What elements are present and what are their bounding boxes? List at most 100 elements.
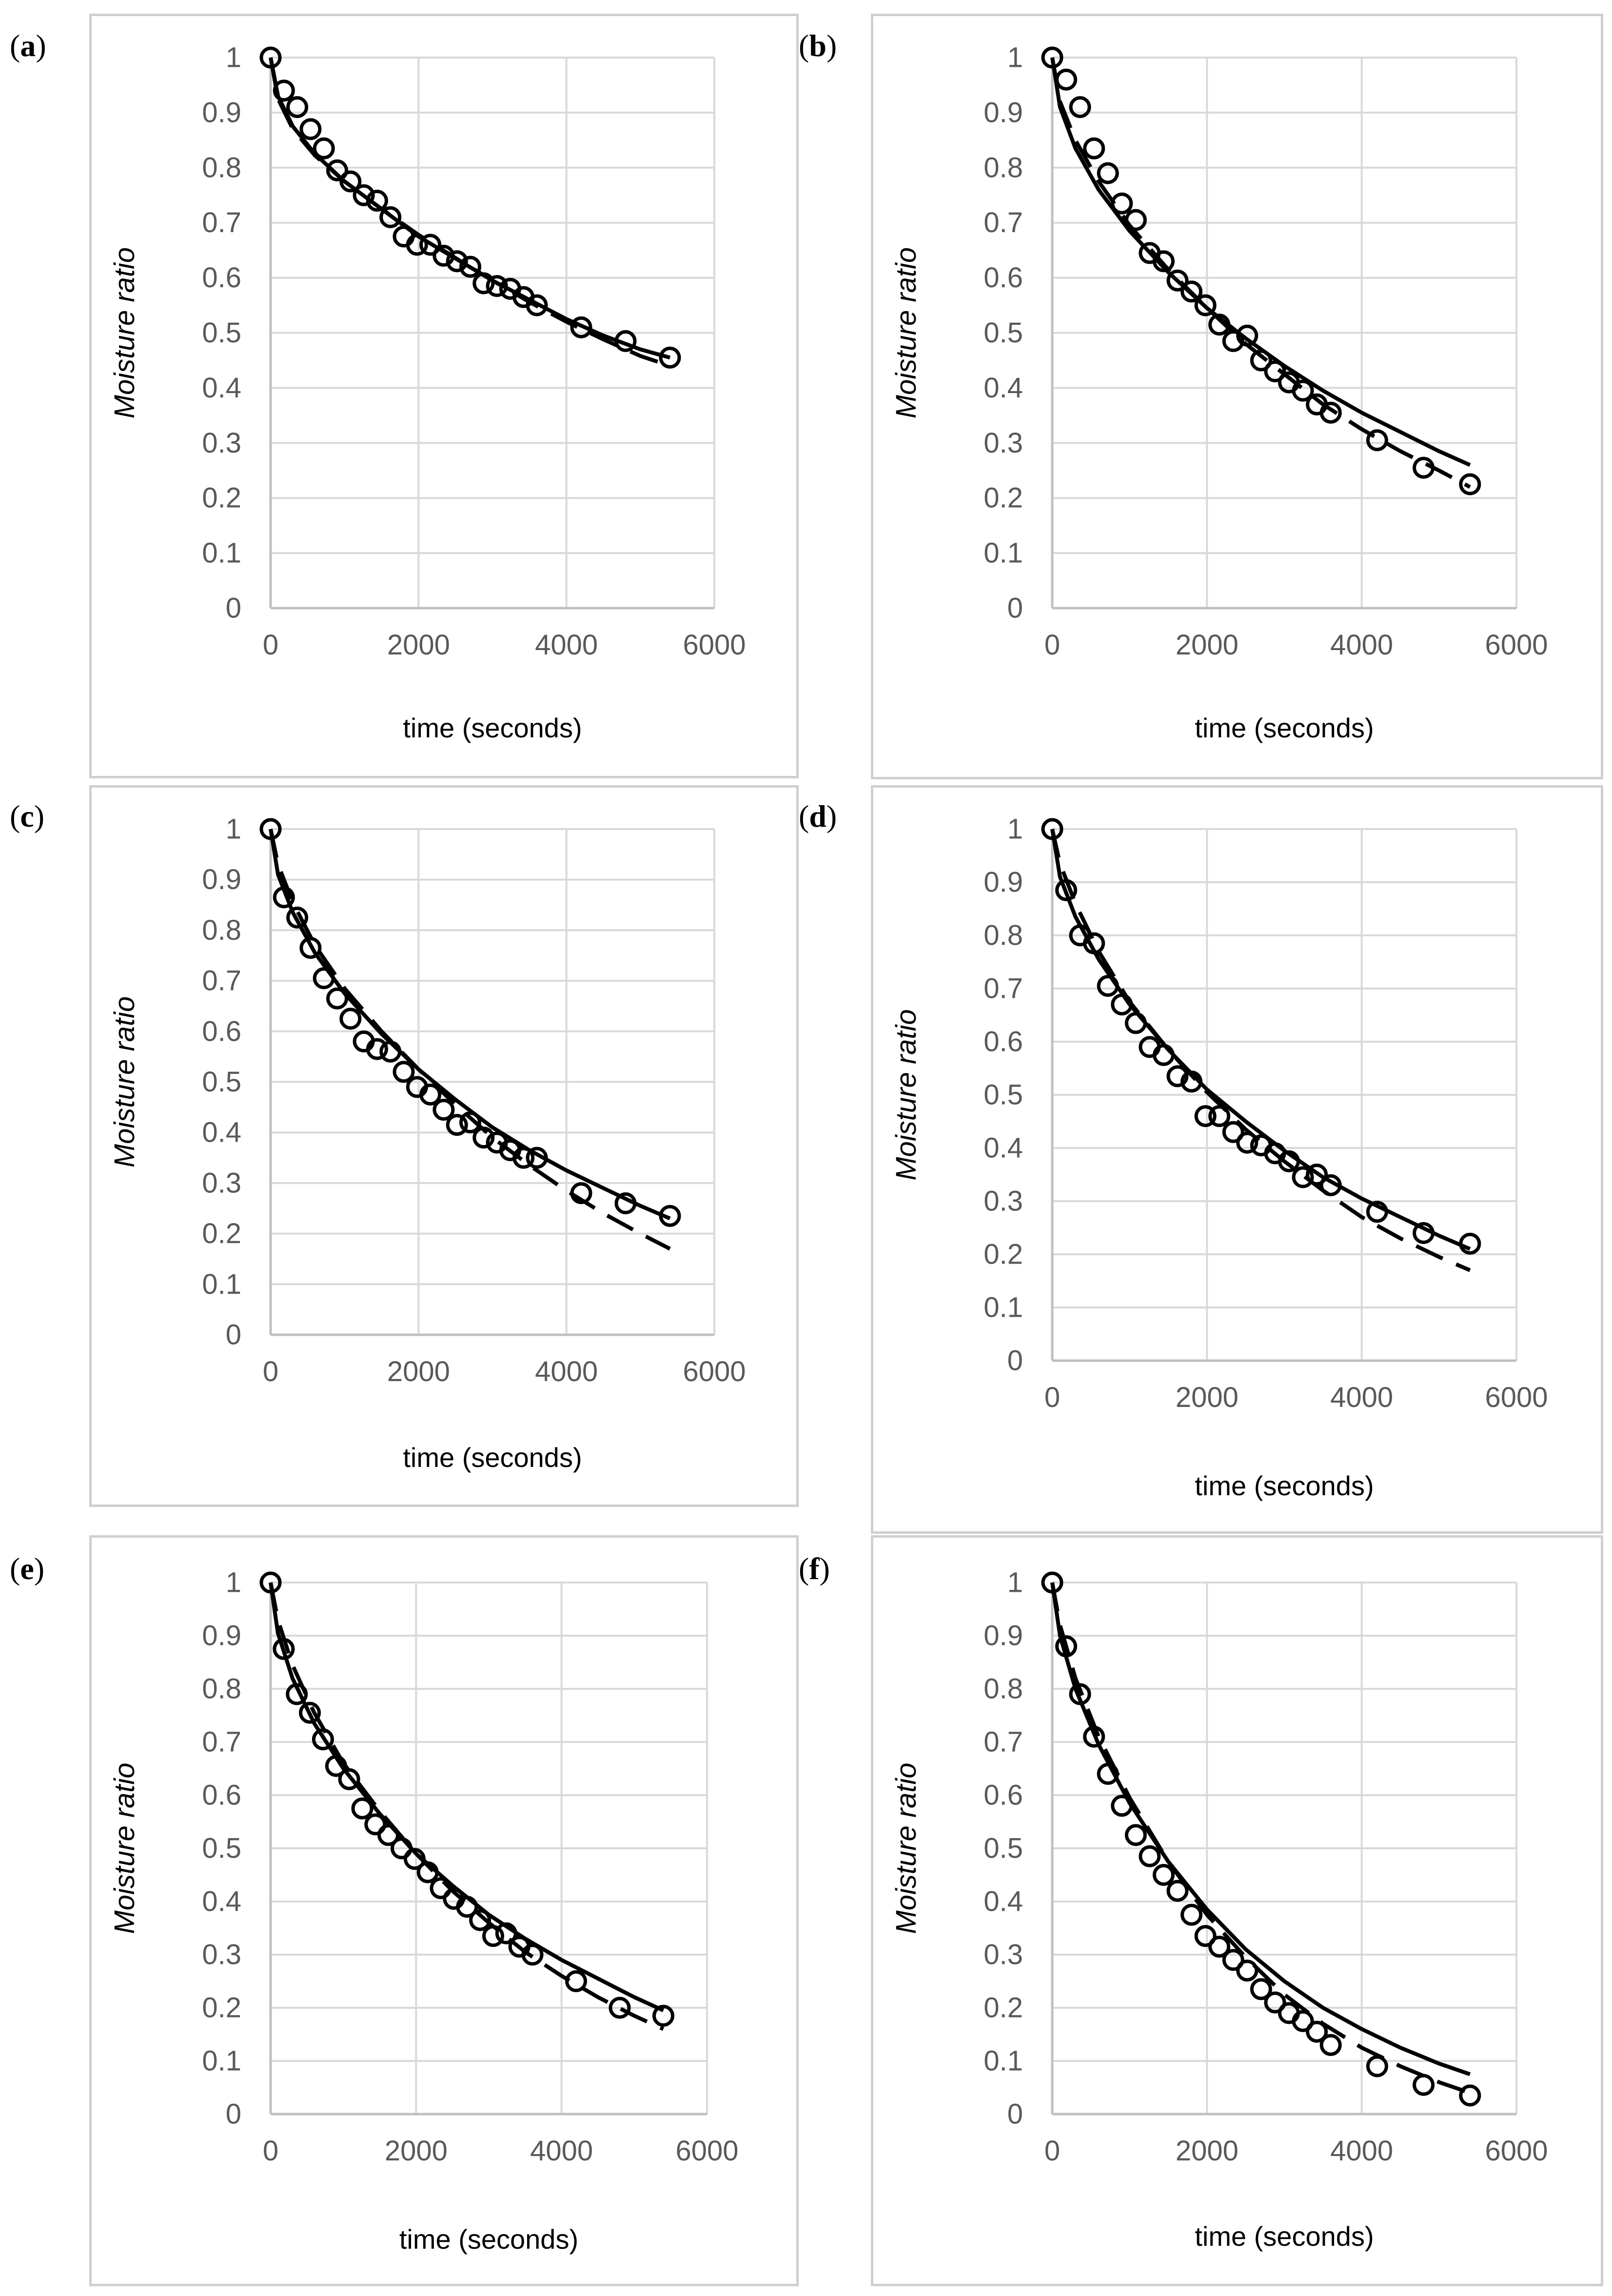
y-tick-label: 0 — [1007, 1345, 1023, 1377]
data-point — [1194, 1925, 1217, 1947]
data-point — [1055, 879, 1078, 901]
y-tick-label: 1 — [1007, 1567, 1023, 1599]
data-point — [1153, 1044, 1175, 1066]
chart-panel-b — [871, 14, 1603, 779]
data-point — [1413, 456, 1435, 479]
x-tick-label: 4000 — [1330, 629, 1393, 661]
y-tick-label: 0.8 — [202, 1673, 241, 1705]
y-tick-label: 0.4 — [202, 372, 241, 404]
data-point — [1319, 401, 1342, 424]
data-point — [1236, 1131, 1258, 1154]
y-tick-label: 0.8 — [983, 1673, 1023, 1705]
data-point — [326, 159, 348, 181]
x-tick-label: 6000 — [683, 629, 746, 661]
data-point — [482, 1925, 504, 1947]
y-tick-label: 0.6 — [202, 1015, 241, 1047]
data-point — [456, 1896, 478, 1918]
panel-label-a: (a) — [10, 28, 46, 63]
panel-letter-b: b — [809, 28, 826, 63]
y-tick-label: 0.3 — [983, 427, 1023, 459]
y-tick-label: 0.2 — [983, 1239, 1023, 1270]
y-tick-label: 0.6 — [983, 1780, 1023, 1811]
data-point — [1459, 473, 1481, 495]
x-tick-label: 0 — [1044, 1382, 1060, 1413]
data-point — [565, 1970, 587, 1992]
data-point — [1097, 1762, 1119, 1785]
y-tick-label: 0.4 — [983, 1132, 1023, 1164]
data-point — [1097, 975, 1119, 997]
y-tick-label: 0.3 — [983, 1939, 1023, 1971]
data-point — [259, 818, 282, 840]
y-tick-label: 0.9 — [983, 867, 1023, 898]
y-axis-label: Moisture ratio — [109, 247, 140, 418]
x-tick-label: 2000 — [385, 2135, 448, 2167]
data-point — [609, 1997, 631, 2019]
chart-panel-a — [89, 14, 799, 778]
data-point — [1083, 137, 1105, 159]
data-point — [432, 1099, 455, 1121]
model-line-dashed — [269, 57, 671, 368]
y-tick-label: 0.4 — [983, 1886, 1023, 1918]
panel-letter-e: e — [20, 1551, 34, 1586]
data-point — [1194, 1105, 1217, 1128]
y-tick-label: 0.6 — [202, 262, 241, 294]
data-point — [1208, 314, 1231, 336]
data-point — [1124, 1824, 1147, 1846]
data-point — [1055, 68, 1078, 91]
y-tick-label: 0.9 — [202, 97, 241, 128]
chart-panel-c — [89, 785, 799, 1507]
data-point — [432, 244, 455, 267]
y-tick-label: 0 — [226, 593, 241, 624]
y-tick-label: 0 — [226, 2098, 241, 2130]
data-point — [1041, 818, 1063, 840]
model-line-dashed — [1050, 57, 1471, 489]
data-point — [1236, 1960, 1258, 1982]
y-tick-label: 0.4 — [202, 1117, 241, 1148]
data-point — [353, 184, 375, 206]
data-point — [1222, 330, 1244, 352]
y-tick-label: 1 — [1007, 813, 1023, 845]
data-point — [1250, 1978, 1272, 2000]
data-point — [1222, 1121, 1244, 1143]
y-tick-label: 0.7 — [983, 1726, 1023, 1758]
chart-panel-f — [871, 1535, 1603, 2286]
y-axis-label: Moisture ratio — [890, 247, 922, 418]
y-tick-label: 0.2 — [983, 482, 1023, 514]
y-tick-label: 0.6 — [983, 262, 1023, 294]
data-point — [469, 1909, 491, 1931]
y-tick-label: 1 — [226, 813, 241, 845]
data-point — [419, 1083, 442, 1106]
data-point — [351, 1797, 374, 1820]
y-tick-label: 0.2 — [202, 1218, 241, 1249]
data-point — [379, 206, 402, 228]
y-tick-label: 0.7 — [202, 1726, 241, 1758]
data-point — [273, 886, 295, 909]
x-tick-label: 4000 — [1330, 2135, 1393, 2167]
y-tick-label: 1 — [1007, 42, 1023, 74]
panel-label-b: (b) — [799, 28, 837, 63]
y-tick-label: 0.4 — [983, 372, 1023, 404]
data-point — [1166, 1880, 1189, 1902]
x-axis-label: time (seconds) — [403, 1442, 582, 1473]
x-tick-label: 0 — [263, 1356, 278, 1387]
y-axis-label: Moisture ratio — [109, 1762, 140, 1934]
y-tick-label: 0.5 — [202, 317, 241, 349]
data-point — [495, 1922, 517, 1944]
x-tick-label: 4000 — [535, 1356, 598, 1387]
x-tick-label: 2000 — [387, 629, 450, 661]
y-tick-label: 0.7 — [983, 207, 1023, 238]
data-point — [1124, 1012, 1147, 1034]
data-point — [521, 1943, 544, 1966]
data-point — [1194, 294, 1217, 317]
data-point — [1055, 1635, 1078, 1658]
y-tick-label: 0 — [226, 1319, 241, 1351]
data-point — [339, 170, 362, 193]
data-point — [1366, 1201, 1388, 1223]
y-tick-label: 0.6 — [202, 1780, 241, 1811]
data-point — [273, 1638, 295, 1660]
panel-label-d: (d) — [799, 799, 837, 833]
y-tick-label: 0.5 — [983, 1079, 1023, 1111]
panel-label-c: (c) — [10, 799, 45, 833]
